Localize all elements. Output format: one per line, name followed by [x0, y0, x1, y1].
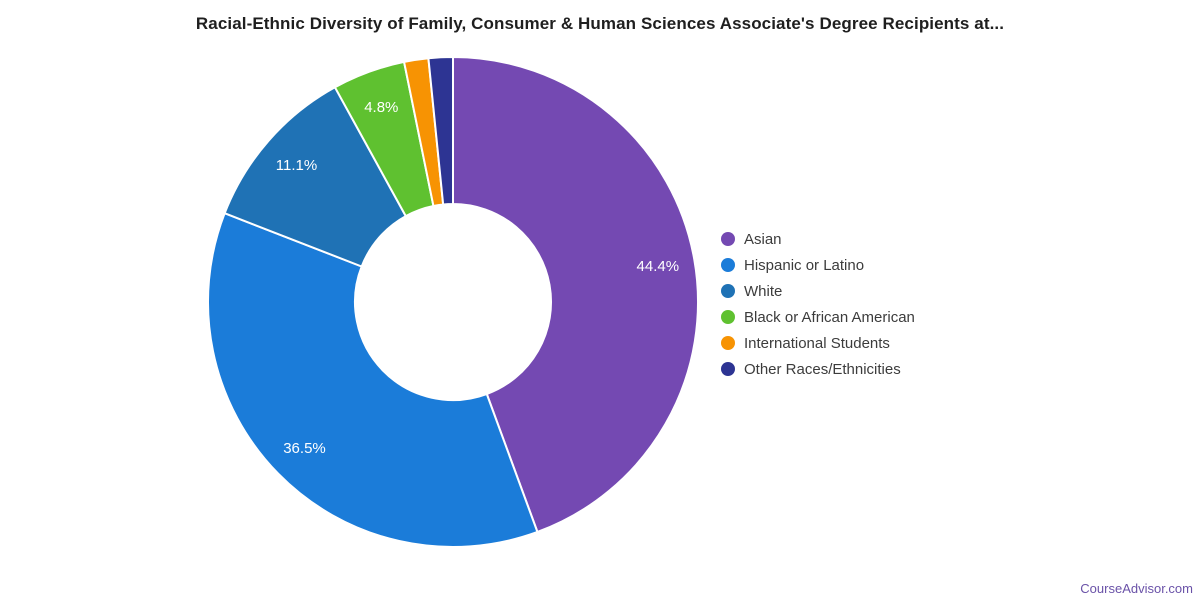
legend-swatch-icon — [721, 336, 735, 350]
legend-item-black-or-african-american[interactable]: Black or African American — [721, 304, 915, 330]
donut-chart: 44.4% 36.5% 11.1% 4.8% — [206, 56, 699, 548]
pie-slice-other-races-ethnicities[interactable] — [427, 56, 454, 206]
slice-percentage-label: 4.8% — [364, 99, 398, 116]
chart-title: Racial-Ethnic Diversity of Family, Consu… — [195, 14, 1005, 33]
legend-label: Other Races/Ethnicities — [744, 360, 901, 378]
legend-item-hispanic-or-latino[interactable]: Hispanic or Latino — [721, 252, 915, 278]
legend-item-asian[interactable]: Asian — [721, 226, 915, 252]
legend-label: International Students — [744, 334, 890, 352]
legend-label: White — [744, 282, 783, 300]
legend-swatch-icon — [721, 232, 735, 246]
legend-swatch-icon — [721, 284, 735, 298]
legend-item-other-races-ethnicities[interactable]: Other Races/Ethnicities — [721, 356, 915, 382]
legend-label: Hispanic or Latino — [744, 256, 865, 274]
legend-label: Black or African American — [744, 308, 915, 326]
slice-percentage-label: 44.4% — [637, 258, 680, 275]
legend-label: Asian — [744, 230, 782, 248]
pie-slice-white[interactable] — [223, 86, 407, 268]
courseadvisor-link[interactable]: CourseAdvisor.com — [1080, 581, 1193, 596]
legend-item-international-students[interactable]: International Students — [721, 330, 915, 356]
legend: Asian Hispanic or Latino White Black or … — [721, 226, 915, 382]
legend-swatch-icon — [721, 362, 735, 376]
legend-swatch-icon — [721, 258, 735, 272]
pie-slice-hispanic-or-latino[interactable] — [206, 212, 539, 548]
slice-percentage-label: 11.1% — [276, 157, 317, 174]
slice-percentage-label: 36.5% — [283, 440, 326, 457]
legend-swatch-icon — [721, 310, 735, 324]
legend-item-white[interactable]: White — [721, 278, 915, 304]
pie-slice-asian[interactable] — [452, 56, 699, 533]
